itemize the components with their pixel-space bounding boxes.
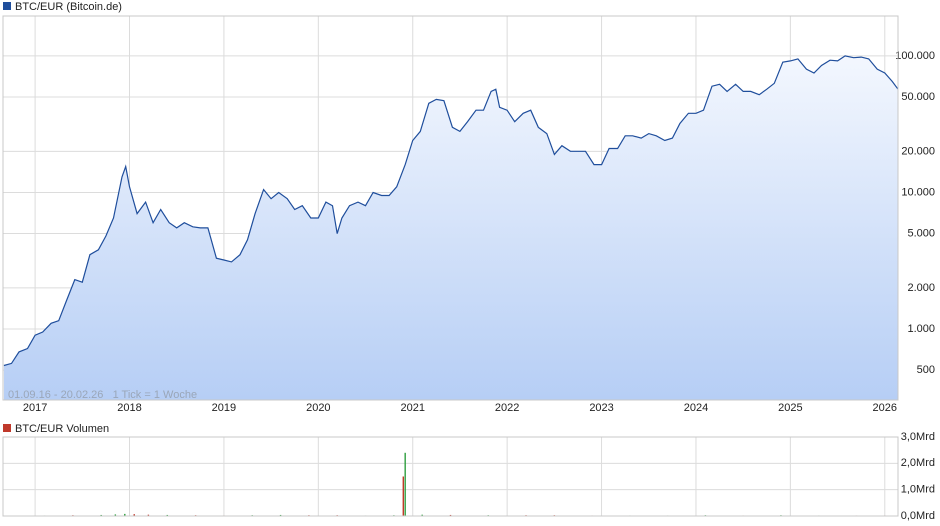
x-tick-label: 2026: [873, 402, 897, 414]
x-tick-label: 2025: [778, 402, 802, 414]
volume-bar: [404, 452, 406, 516]
legend-swatch: [3, 2, 11, 10]
plot-frame: [2, 436, 899, 517]
volume-bar: [402, 476, 404, 516]
volume-bar: [279, 514, 282, 516]
y-tick-label: 2.000: [907, 282, 935, 294]
volume-bar: [421, 514, 423, 516]
y-tick-label: 1,0Mrd: [901, 484, 935, 496]
y-tick-label: 20.000: [901, 145, 935, 157]
x-tick-label: 2022: [495, 402, 519, 414]
volume-bar: [114, 514, 117, 516]
plot-frame: [2, 15, 899, 401]
y-tick-label: 2,0Mrd: [901, 457, 935, 469]
volume-bar: [124, 513, 126, 516]
x-tick-label: 2023: [589, 402, 613, 414]
y-tick-label: 5.000: [907, 227, 935, 239]
y-tick-label: 100.000: [895, 50, 935, 62]
x-tick-label: 2024: [684, 402, 708, 414]
y-tick-label: 10.000: [901, 186, 935, 198]
price-line: [3, 55, 899, 367]
y-tick-label: 0,0Mrd: [901, 510, 935, 522]
y-tick-label: 3,0Mrd: [901, 431, 935, 443]
volume-bar: [133, 514, 135, 516]
volume-bar: [166, 514, 168, 516]
volume-bar: [449, 514, 452, 516]
x-tick-label: 2019: [212, 402, 236, 414]
y-tick-label: 500: [917, 364, 935, 376]
y-tick-label: 1.000: [907, 323, 935, 335]
volume-bar: [100, 514, 102, 516]
area: [3, 55, 898, 401]
x-tick-label: 2018: [117, 402, 141, 414]
legend-label: BTC/EUR (Bitcoin.de): [15, 1, 122, 13]
footnote: 01.09.16 - 20.02.26 1 Tick = 1 Woche: [8, 389, 197, 401]
volume-bar: [147, 514, 150, 516]
x-tick-label: 2017: [23, 402, 47, 414]
legend-swatch: [3, 424, 11, 432]
x-tick-label: 2020: [306, 402, 330, 414]
x-tick-label: 2021: [400, 402, 424, 414]
y-tick-label: 50.000: [901, 91, 935, 103]
legend-label: BTC/EUR Volumen: [15, 423, 109, 435]
